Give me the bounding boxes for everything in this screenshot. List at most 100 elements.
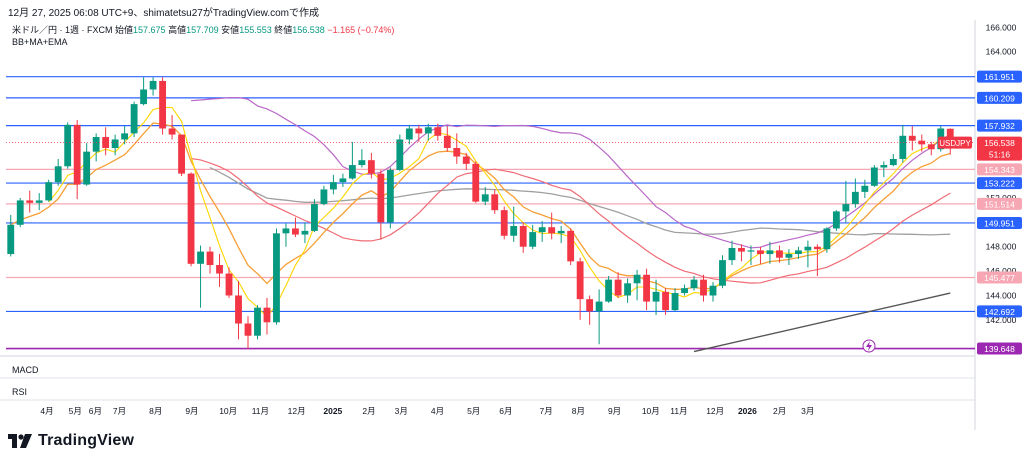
candle-body <box>510 226 518 236</box>
candle-body <box>842 204 850 212</box>
x-tick-label: 4月 <box>40 406 53 416</box>
price-line-label-bg <box>977 70 1022 83</box>
x-tick-label: 8月 <box>572 406 585 416</box>
candle-body <box>396 139 404 170</box>
legend-symbol[interactable]: 米ドル／円 · 1週 · FXCM <box>12 25 113 35</box>
candle-body <box>92 137 100 152</box>
price-line-label-bg <box>977 305 1022 318</box>
candle-body <box>367 160 375 174</box>
candle-body <box>738 247 745 252</box>
candle-body <box>405 128 413 140</box>
price-line-label: 157.932 <box>984 121 1015 131</box>
price-line-label: 151.514 <box>984 199 1015 209</box>
candle-body <box>130 104 138 134</box>
y-tick-label: 148.000 <box>986 242 1017 252</box>
candle-body <box>652 291 660 302</box>
candle-body <box>149 80 157 90</box>
candle-body <box>889 158 897 166</box>
candle-body <box>671 293 679 311</box>
candle-body <box>605 279 613 302</box>
candle-body <box>64 124 72 167</box>
candle-body <box>595 301 603 312</box>
candle-body <box>339 178 347 183</box>
candle-body <box>54 166 62 183</box>
candle-body <box>254 307 261 336</box>
candle-body <box>159 80 167 129</box>
macd-pane-label[interactable]: MACD <box>12 365 39 375</box>
candle-body <box>168 128 176 135</box>
x-tick-label: 11月 <box>670 406 687 416</box>
candle-body <box>880 165 888 168</box>
x-tick-label: 3月 <box>395 406 408 416</box>
timestamp-line: 12月 27, 2025 06:08 UTC+9、shimatetsu27がTr… <box>8 8 319 19</box>
candle-body <box>26 200 34 203</box>
price-line-label: 139.648 <box>984 344 1015 354</box>
price-line-label-bg <box>977 119 1022 132</box>
candle-body <box>946 128 954 143</box>
x-tick-label: 9月 <box>185 406 198 416</box>
candle-body <box>386 169 394 223</box>
candle-body <box>908 135 916 141</box>
price-line-label: 145.477 <box>984 273 1015 283</box>
x-tick-label: 9月 <box>608 406 621 416</box>
candle-body <box>823 228 831 250</box>
candle-body <box>851 191 859 205</box>
candle-body <box>263 307 271 323</box>
candle-body <box>462 156 470 164</box>
candle-body <box>187 173 195 264</box>
candle-body <box>832 211 840 229</box>
ema-line <box>10 122 951 290</box>
price-line-label: 149.951 <box>984 218 1015 228</box>
legend-high-label: 高値 <box>168 25 187 35</box>
price-line-label: 161.951 <box>984 72 1015 82</box>
candle-body <box>548 227 556 234</box>
candle-body <box>633 274 641 284</box>
x-tick-label: 6月 <box>89 406 102 416</box>
legend-indicator[interactable]: BB+MA+EMA <box>12 37 68 47</box>
candle-body <box>206 251 214 266</box>
candle-body <box>766 250 774 255</box>
candle-body <box>301 230 309 235</box>
tradingview-logo-icon <box>8 434 32 448</box>
price-line-label-bg <box>977 163 1022 176</box>
candle-body <box>519 226 527 247</box>
candle-body <box>282 228 290 234</box>
legend-change: −1.165 (−0.74%) <box>327 25 395 35</box>
legend-open-value: 157.675 <box>133 25 166 35</box>
x-tick-label: 2月 <box>362 406 375 416</box>
candle-body <box>178 134 185 174</box>
candle-body <box>776 250 783 258</box>
candle-body <box>529 232 537 247</box>
candle-body <box>662 291 669 311</box>
y-tick-label: 164.000 <box>986 47 1017 57</box>
candle-body <box>624 283 632 296</box>
candle-body <box>83 151 91 185</box>
candle-body <box>235 295 242 324</box>
candle-body <box>121 133 129 140</box>
candle-body <box>785 254 793 258</box>
price-line-label: 154.343 <box>984 165 1015 175</box>
candle-body <box>244 323 252 336</box>
price-line-label-bg <box>977 216 1022 229</box>
x-tick-label: 3月 <box>801 406 814 416</box>
candle-body <box>557 230 565 234</box>
x-tick-label: 7月 <box>113 406 126 416</box>
y-tick-label: 144.000 <box>986 290 1017 300</box>
candle-body <box>747 250 755 252</box>
candle-body <box>567 230 575 262</box>
legend-close-label: 終値 <box>274 25 293 35</box>
x-tick-label: 6月 <box>499 406 512 416</box>
candle-body <box>586 299 594 312</box>
candle-body <box>225 273 233 296</box>
rsi-pane-label[interactable]: RSI <box>12 387 28 397</box>
price-line-label: 153.222 <box>984 179 1015 189</box>
chart-legend: 米ドル／円 · 1週 · FXCM 始値157.675 高値157.709 安値… <box>12 24 394 48</box>
symbol-tag: USDJPY <box>939 139 971 148</box>
legend-ohlc-row: 米ドル／円 · 1週 · FXCM 始値157.675 高値157.709 安値… <box>12 24 394 36</box>
candle-body <box>140 89 148 105</box>
tradingview-logo-text: TradingView <box>38 432 135 449</box>
x-tick-label: 2月 <box>773 406 786 416</box>
candle-body <box>453 147 461 157</box>
symbol-tag-bg <box>938 136 972 149</box>
